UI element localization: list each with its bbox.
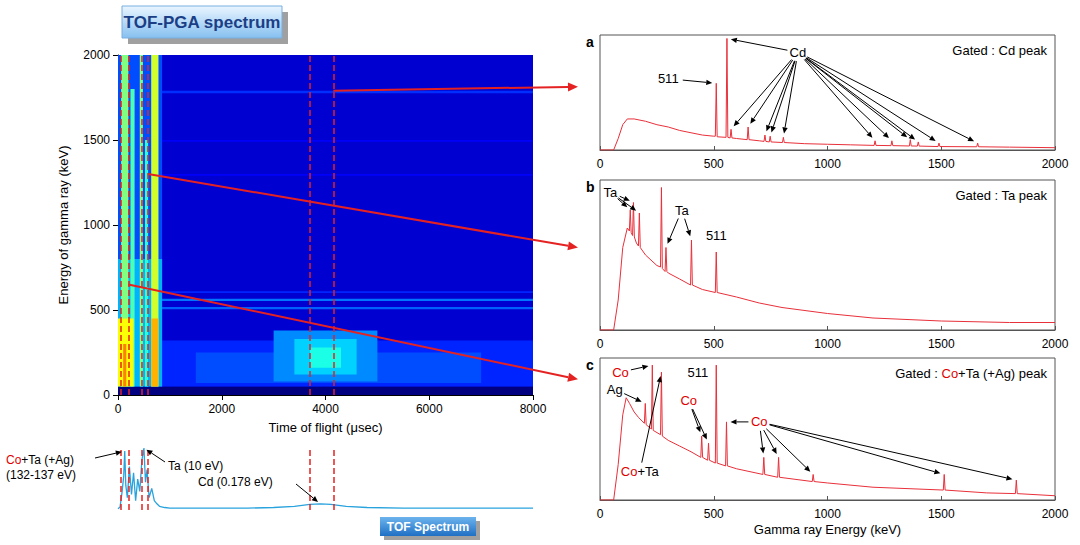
svg-text:Co: Co: [680, 393, 697, 408]
svg-text:2000: 2000: [1042, 157, 1069, 171]
svg-text:6000: 6000: [416, 402, 443, 416]
svg-text:(132-137 eV): (132-137 eV): [6, 468, 76, 482]
svg-text:Gated : Cd peak: Gated : Cd peak: [952, 43, 1047, 58]
svg-text:Gated : Ta peak: Gated : Ta peak: [955, 188, 1047, 203]
svg-text:Co: Co: [621, 464, 638, 479]
svg-text:Energy of gamma ray (keV): Energy of gamma ray (keV): [56, 146, 71, 305]
svg-text:500: 500: [704, 337, 724, 351]
svg-text:0: 0: [597, 337, 604, 351]
svg-text:2000: 2000: [83, 48, 110, 62]
svg-text:511: 511: [687, 365, 708, 380]
svg-text:1000: 1000: [814, 337, 841, 351]
svg-text:Ag: Ag: [607, 382, 623, 397]
svg-text:0: 0: [103, 388, 110, 402]
svg-text:500: 500: [90, 303, 110, 317]
svg-text:1500: 1500: [928, 157, 955, 171]
svg-text:Cd: Cd: [790, 45, 807, 60]
svg-text:TOF Spectrum: TOF Spectrum: [387, 520, 469, 534]
svg-text:Time of flight (μsec): Time of flight (μsec): [269, 420, 383, 435]
svg-text:1000: 1000: [814, 157, 841, 171]
svg-text:TOF-PGA spectrum: TOF-PGA spectrum: [124, 13, 281, 32]
svg-text:0: 0: [115, 402, 122, 416]
svg-text:Co: Co: [751, 414, 768, 429]
svg-text:Gated :: Gated :: [895, 366, 941, 381]
svg-text:Co: Co: [612, 365, 629, 380]
svg-text:+Ta: +Ta: [637, 464, 659, 479]
svg-text:Ta: Ta: [603, 185, 618, 200]
svg-text:511: 511: [706, 228, 727, 243]
svg-text:+Ta (+Ag): +Ta (+Ag): [21, 453, 74, 467]
svg-text:Co: Co: [6, 453, 22, 467]
svg-text:1000: 1000: [83, 218, 110, 232]
svg-text:1500: 1500: [83, 133, 110, 147]
svg-text:0: 0: [597, 507, 604, 521]
svg-text:Cd (0.178 eV): Cd (0.178 eV): [198, 475, 273, 489]
svg-text:8000: 8000: [520, 402, 547, 416]
svg-text:2000: 2000: [1042, 337, 1069, 351]
svg-text:Gamma ray Energy (keV): Gamma ray Energy (keV): [754, 522, 901, 537]
svg-text:2000: 2000: [208, 402, 235, 416]
svg-text:500: 500: [704, 157, 724, 171]
svg-text:4000: 4000: [312, 402, 339, 416]
svg-text:b: b: [586, 179, 595, 195]
svg-text:500: 500: [704, 507, 724, 521]
svg-text:Ta: Ta: [675, 203, 690, 218]
svg-text:a: a: [586, 34, 594, 50]
svg-text:c: c: [586, 357, 594, 373]
svg-text:1500: 1500: [928, 337, 955, 351]
svg-text:0: 0: [597, 157, 604, 171]
svg-text:+Ta (+Ag) peak: +Ta (+Ag) peak: [958, 366, 1047, 381]
svg-text:511: 511: [658, 71, 679, 86]
svg-text:1500: 1500: [928, 507, 955, 521]
svg-text:Co: Co: [941, 366, 958, 381]
svg-text:1000: 1000: [814, 507, 841, 521]
svg-text:2000: 2000: [1042, 507, 1069, 521]
svg-text:Ta (10 eV): Ta (10 eV): [168, 459, 223, 473]
